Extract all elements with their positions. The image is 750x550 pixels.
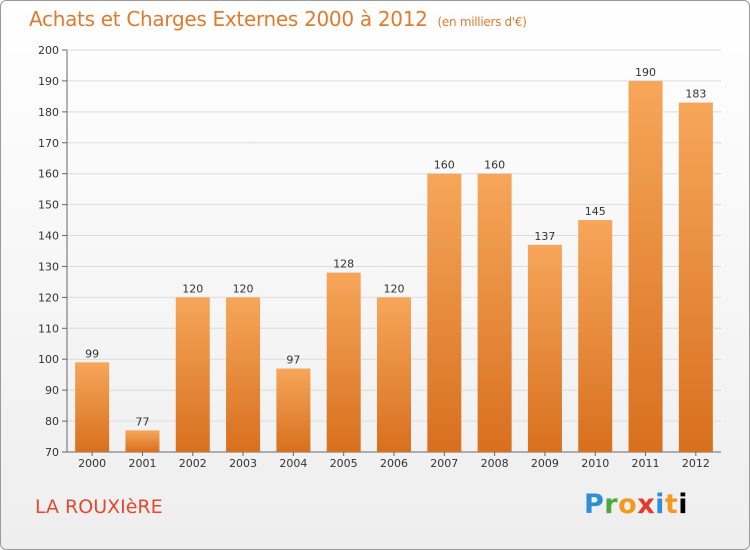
bar	[628, 80, 663, 452]
y-tick-label: 150	[38, 199, 59, 212]
value-label: 120	[233, 282, 254, 295]
y-tick-label: 90	[45, 384, 59, 397]
bar	[125, 430, 160, 452]
x-tick-label: 2007	[430, 457, 458, 470]
value-labels: 99 77 120 120 97 128 120 160 160 137 145 190 183	[85, 66, 706, 428]
y-tick-label: 100	[38, 353, 59, 366]
y-tick-label: 140	[38, 230, 59, 243]
x-tick-label: 2012	[682, 457, 710, 470]
x-tick-label: 2003	[229, 457, 257, 470]
x-tick-label: 2008	[481, 457, 509, 470]
x-tick-label: 2004	[279, 457, 307, 470]
bar	[175, 297, 210, 452]
bar	[427, 173, 462, 452]
y-tick-label: 160	[38, 168, 59, 181]
x-tick-label: 2005	[330, 457, 358, 470]
bar	[477, 173, 512, 452]
y-tick-label: 130	[38, 260, 59, 273]
x-tick-label: 2001	[128, 457, 156, 470]
value-label: 120	[182, 282, 203, 295]
value-label: 77	[135, 415, 149, 428]
value-label: 128	[333, 258, 354, 271]
value-label: 160	[434, 159, 455, 172]
value-label: 183	[685, 88, 706, 101]
x-tick-label: 2000	[78, 457, 106, 470]
value-label: 97	[286, 354, 300, 367]
bar	[578, 220, 613, 452]
bar	[678, 102, 713, 453]
y-tick-label: 110	[38, 322, 59, 335]
y-tick-label: 180	[38, 106, 59, 119]
bar	[527, 244, 562, 452]
value-label: 120	[384, 282, 405, 295]
y-tick-label: 120	[38, 291, 59, 304]
x-tick-label: 2009	[531, 457, 559, 470]
chart-title-group: Achats et Charges Externes 2000 à 2012 (e…	[29, 7, 527, 31]
y-tick-label: 190	[38, 75, 59, 88]
bars	[75, 80, 713, 453]
x-tick-label: 2002	[179, 457, 207, 470]
value-label: 99	[85, 347, 99, 360]
value-label: 160	[484, 159, 505, 172]
chart-title: Achats et Charges Externes 2000 à 2012	[29, 7, 428, 31]
y-tick-label: 200	[38, 44, 59, 57]
y-tick-label: 70	[45, 446, 59, 459]
bar	[326, 272, 361, 452]
y-tick-label: 80	[45, 415, 59, 428]
value-label: 190	[635, 66, 656, 79]
y-tick-label: 170	[38, 137, 59, 150]
x-tick-label: 2006	[380, 457, 408, 470]
chart-subtitle: (en milliers d'€)	[437, 15, 527, 29]
bar	[75, 362, 110, 452]
value-label: 145	[585, 205, 606, 218]
proxiti-logo: Proxiti	[584, 489, 689, 520]
town-name: LA ROUXIèRE	[35, 496, 163, 518]
bar	[377, 297, 411, 452]
x-tick-label: 2011	[632, 457, 660, 470]
value-label: 137	[534, 230, 555, 243]
bar	[276, 368, 311, 452]
bar	[226, 297, 261, 452]
x-tick-label: 2010	[581, 457, 609, 470]
